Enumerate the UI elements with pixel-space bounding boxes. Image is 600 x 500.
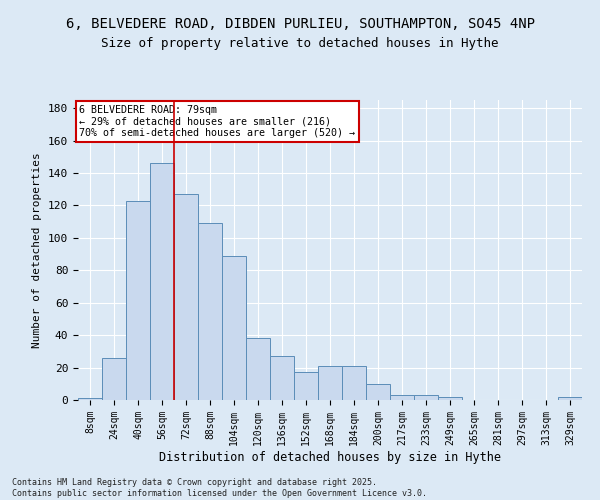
Bar bbox=[174, 194, 198, 400]
Bar bbox=[198, 223, 222, 400]
Bar bbox=[438, 397, 462, 400]
Text: 6 BELVEDERE ROAD: 79sqm
← 29% of detached houses are smaller (216)
70% of semi-d: 6 BELVEDERE ROAD: 79sqm ← 29% of detache… bbox=[79, 105, 355, 138]
Bar bbox=[318, 366, 342, 400]
Bar bbox=[390, 395, 414, 400]
Y-axis label: Number of detached properties: Number of detached properties bbox=[32, 152, 43, 348]
Text: 6, BELVEDERE ROAD, DIBDEN PURLIEU, SOUTHAMPTON, SO45 4NP: 6, BELVEDERE ROAD, DIBDEN PURLIEU, SOUTH… bbox=[65, 18, 535, 32]
Bar bbox=[150, 163, 174, 400]
Bar bbox=[270, 356, 294, 400]
Bar bbox=[342, 366, 366, 400]
Bar bbox=[414, 395, 438, 400]
Bar bbox=[78, 398, 102, 400]
Bar bbox=[126, 200, 150, 400]
Bar bbox=[294, 372, 318, 400]
Bar bbox=[558, 397, 582, 400]
Bar bbox=[246, 338, 270, 400]
Text: Size of property relative to detached houses in Hythe: Size of property relative to detached ho… bbox=[101, 38, 499, 51]
X-axis label: Distribution of detached houses by size in Hythe: Distribution of detached houses by size … bbox=[159, 450, 501, 464]
Bar bbox=[366, 384, 390, 400]
Bar bbox=[222, 256, 246, 400]
Text: Contains HM Land Registry data © Crown copyright and database right 2025.
Contai: Contains HM Land Registry data © Crown c… bbox=[12, 478, 427, 498]
Bar bbox=[102, 358, 126, 400]
